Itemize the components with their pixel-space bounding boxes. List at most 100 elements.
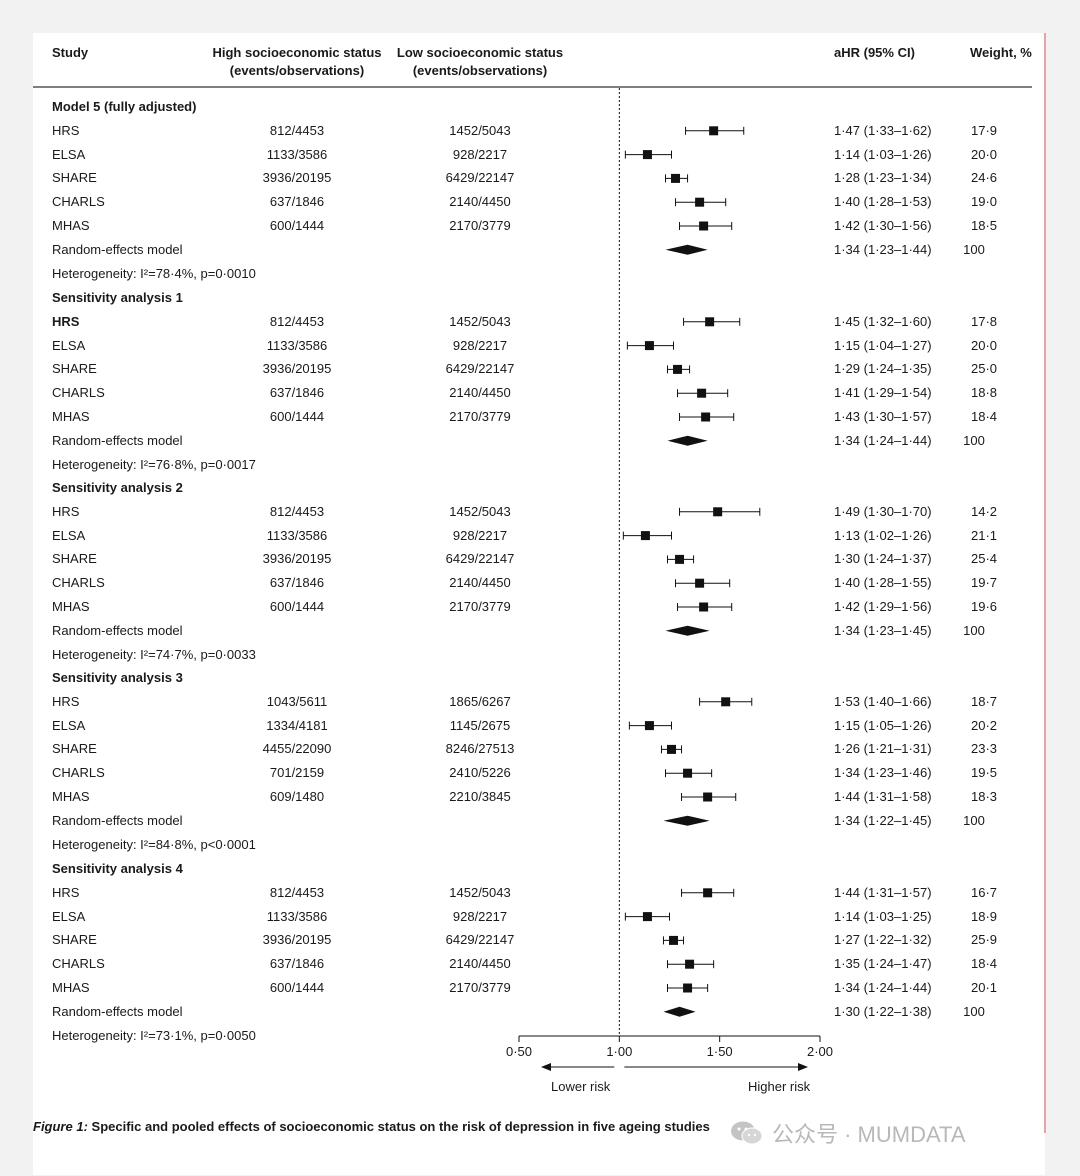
pooled-weight: 100 bbox=[963, 622, 985, 638]
high-ses-count: 600/1444 bbox=[269, 599, 325, 614]
pooled-diamond bbox=[665, 244, 708, 255]
point-estimate bbox=[669, 935, 679, 945]
hazard-ratio-text: 1·26 (1·21–1·31) bbox=[834, 741, 932, 757]
pooled-hazard-ratio-text: 1·34 (1·23–1·45) bbox=[834, 622, 932, 638]
column-header-high-ses-line1: High socioeconomic status bbox=[212, 45, 382, 60]
low-ses-count: 2410/5226 bbox=[449, 765, 511, 781]
section-title: Sensitivity analysis 4 bbox=[52, 861, 183, 876]
study-name: ELSA bbox=[52, 527, 86, 543]
weight-value: 20·0 bbox=[970, 146, 998, 162]
study-name: MHAS bbox=[52, 409, 90, 424]
pooled-hazard-ratio-text: 1·34 (1·22–1·45) bbox=[834, 812, 932, 828]
high-ses-count: 3936/20195 bbox=[262, 170, 332, 186]
heterogeneity-text: Heterogeneity: I²=74·7%, p=0·0033 bbox=[52, 646, 256, 662]
point-estimate bbox=[675, 554, 685, 564]
hazard-ratio-text: 1·44 (1·31–1·58) bbox=[834, 789, 932, 804]
weight-value: 18·7 bbox=[970, 693, 998, 709]
weight-value: 21·1 bbox=[970, 527, 998, 543]
point-estimate bbox=[721, 697, 731, 707]
hazard-ratio-text: 1·44 (1·31–1·57) bbox=[834, 884, 932, 900]
high-ses-count: 812/4453 bbox=[269, 884, 325, 900]
pooled-diamond bbox=[663, 1006, 696, 1017]
watermark-text: 公众号 · MUMDATA bbox=[772, 1122, 966, 1147]
point-estimate bbox=[709, 126, 719, 136]
study-name: HRS bbox=[52, 693, 80, 709]
higher-risk-arrowhead bbox=[798, 1063, 808, 1071]
heterogeneity-text: Heterogeneity: I²=76·8%, p=0·0017 bbox=[52, 456, 256, 472]
low-ses-count: 2140/4450 bbox=[449, 575, 511, 591]
hazard-ratio-text: 1·34 (1·23–1·46) bbox=[834, 765, 932, 781]
low-ses-count: 1145/2675 bbox=[449, 717, 511, 733]
low-ses-count: 8246/27513 bbox=[445, 741, 515, 757]
weight-value: 14·2 bbox=[970, 503, 998, 519]
hazard-ratio-text: 1·35 (1·24–1·47) bbox=[834, 956, 932, 972]
column-header-high-ses-line2: (events/observations) bbox=[229, 63, 365, 78]
weight-value: 20·1 bbox=[970, 980, 998, 995]
weight-value: 18·4 bbox=[970, 409, 998, 424]
weight-value: 19·0 bbox=[970, 194, 998, 210]
column-header-weight: Weight, % bbox=[970, 45, 1032, 60]
hazard-ratio-text: 1·53 (1·40–1·66) bbox=[834, 693, 932, 709]
hazard-ratio-text: 1·42 (1·29–1·56) bbox=[834, 599, 932, 614]
pooled-weight: 100 bbox=[963, 241, 985, 257]
low-ses-count: 928/2217 bbox=[452, 337, 508, 353]
hazard-ratio-text: 1·13 (1·02–1·26) bbox=[834, 527, 932, 543]
low-ses-count: 6429/22147 bbox=[445, 361, 515, 377]
pooled-diamond bbox=[667, 435, 708, 446]
weight-value: 19·5 bbox=[970, 765, 998, 781]
x-tick-label: 2·00 bbox=[806, 1044, 834, 1059]
low-ses-count: 6429/22147 bbox=[445, 551, 515, 567]
high-ses-count: 637/1846 bbox=[269, 385, 325, 401]
low-ses-count: 2170/3779 bbox=[449, 599, 511, 614]
weight-value: 17·8 bbox=[970, 313, 998, 329]
weight-value: 18·4 bbox=[970, 956, 998, 972]
low-ses-count: 2170/3779 bbox=[449, 218, 511, 233]
weight-value: 24·6 bbox=[970, 170, 998, 186]
low-ses-count: 1865/6267 bbox=[449, 693, 511, 709]
hazard-ratio-text: 1·42 (1·30–1·56) bbox=[834, 218, 932, 233]
high-ses-count: 1043/5611 bbox=[266, 693, 328, 709]
weight-value: 20·0 bbox=[970, 337, 998, 353]
pooled-label: Random-effects model bbox=[52, 241, 183, 257]
point-estimate bbox=[642, 150, 652, 160]
pooled-weight: 100 bbox=[963, 1003, 985, 1019]
point-estimate bbox=[683, 983, 693, 993]
weight-value: 25·0 bbox=[970, 361, 998, 377]
study-name: HRS bbox=[52, 313, 80, 329]
high-ses-count: 1133/3586 bbox=[266, 908, 328, 924]
point-estimate bbox=[683, 768, 693, 778]
study-name: SHARE bbox=[52, 170, 97, 186]
study-name: CHARLS bbox=[52, 385, 105, 401]
high-ses-count: 1133/3586 bbox=[266, 337, 328, 353]
high-ses-count: 600/1444 bbox=[269, 980, 325, 995]
higher-risk-label: Higher risk bbox=[748, 1079, 811, 1094]
high-ses-count: 1133/3586 bbox=[266, 527, 328, 543]
low-ses-count: 2210/3845 bbox=[449, 789, 511, 804]
hazard-ratio-text: 1·34 (1·24–1·44) bbox=[834, 980, 932, 995]
weight-value: 16·7 bbox=[970, 884, 998, 900]
pooled-weight: 100 bbox=[963, 812, 985, 828]
study-name: ELSA bbox=[52, 908, 86, 924]
point-estimate bbox=[671, 173, 681, 183]
study-name: SHARE bbox=[52, 361, 97, 377]
pooled-label: Random-effects model bbox=[52, 622, 183, 638]
heterogeneity-text: Heterogeneity: I²=78·4%, p=0·0010 bbox=[52, 265, 256, 281]
weight-value: 18·3 bbox=[970, 789, 998, 804]
pooled-label: Random-effects model bbox=[52, 432, 183, 448]
hazard-ratio-text: 1·15 (1·04–1·27) bbox=[834, 337, 932, 353]
point-estimate bbox=[667, 744, 677, 754]
hazard-ratio-text: 1·30 (1·24–1·37) bbox=[834, 551, 932, 567]
pooled-label: Random-effects model bbox=[52, 812, 183, 828]
pooled-hazard-ratio-text: 1·30 (1·22–1·38) bbox=[834, 1003, 932, 1019]
hazard-ratio-text: 1·43 (1·30–1·57) bbox=[834, 409, 932, 424]
high-ses-count: 812/4453 bbox=[269, 313, 325, 329]
pooled-diamond bbox=[665, 625, 710, 636]
high-ses-count: 637/1846 bbox=[269, 956, 325, 972]
hazard-ratio-text: 1·14 (1·03–1·25) bbox=[834, 908, 932, 924]
wechat-icon bbox=[731, 1121, 763, 1145]
weight-value: 20·2 bbox=[970, 717, 998, 733]
high-ses-count: 609/1480 bbox=[269, 789, 325, 804]
low-ses-count: 2140/4450 bbox=[449, 194, 511, 210]
x-tick-label: 1·50 bbox=[706, 1044, 733, 1059]
page-edge bbox=[1044, 33, 1046, 1133]
